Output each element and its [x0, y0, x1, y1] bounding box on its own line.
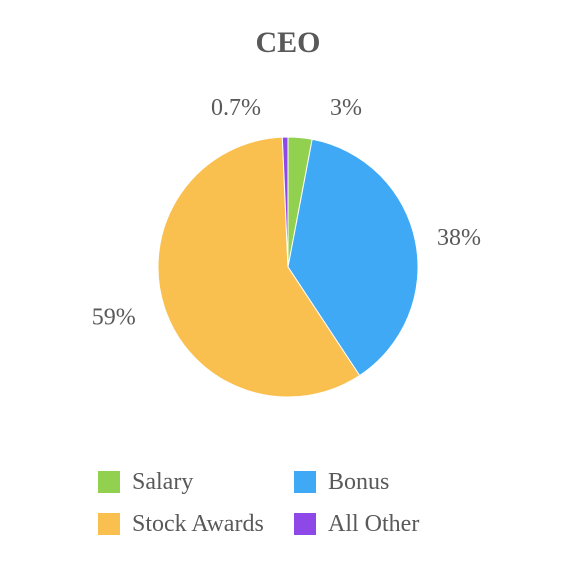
data-label-salary: 3% [330, 95, 362, 121]
legend-swatch-stock-awards [98, 513, 120, 535]
legend-label-salary: Salary [132, 468, 194, 495]
legend-label-stock-awards: Stock Awards [132, 510, 264, 537]
legend-label-bonus: Bonus [328, 468, 390, 495]
pie-slice-bonus [287, 138, 419, 377]
legend-label-all-other: All Other [328, 510, 420, 537]
legend-item-bonus: Bonus [294, 464, 389, 500]
data-label-all-other: 0.7% [211, 95, 261, 121]
data-label-bonus: 38% [437, 225, 481, 251]
pie-slice-all-other [281, 136, 289, 268]
legend-swatch-salary [98, 471, 120, 493]
legend-swatch-bonus [294, 471, 316, 493]
legend-item-salary: Salary [98, 464, 193, 500]
chart-title: CEO [255, 26, 320, 59]
pie-slice-stock-awards [157, 136, 361, 398]
legend-swatch-all-other [294, 513, 316, 535]
legend-item-stock-awards: Stock Awards [98, 506, 264, 542]
legend-item-all-other: All Other [294, 506, 419, 542]
data-label-stock-awards: 59% [92, 304, 136, 330]
